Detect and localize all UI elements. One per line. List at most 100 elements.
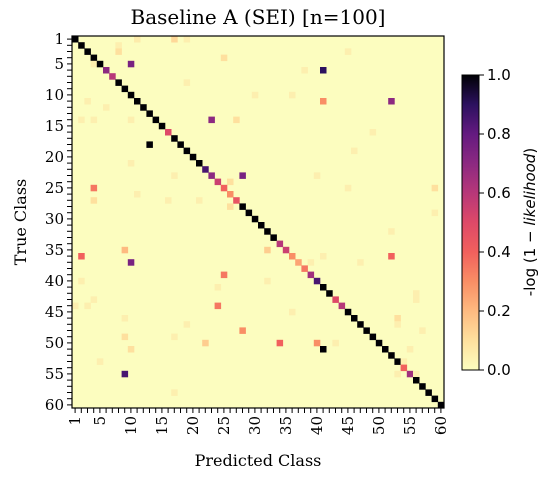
heatmap-cell [171,135,178,142]
heatmap-cell [282,246,290,254]
y-tick-label: 35 [45,241,64,259]
heatmap-cell [289,91,296,99]
heatmap-cell [127,160,135,167]
heatmap-cell [276,339,284,347]
heatmap-cell [437,401,445,409]
heatmap-cell [115,79,122,86]
heatmap-cell [338,302,346,310]
y-tick-label: 5 [54,55,64,73]
y-tick-label: 1 [54,30,64,48]
x-tick-label: 40 [308,416,326,435]
heatmap-cell [152,116,160,124]
heatmap-cell [78,42,85,49]
heatmap-cell [301,67,308,74]
heatmap-cell [388,253,395,260]
colorbar-label: -log (1 − likelihood) [521,148,539,296]
x-tick-label: 30 [246,416,264,435]
heatmap-cell [171,172,178,179]
heatmap-cell [382,346,389,353]
heatmap-cell [413,296,420,303]
heatmap-cell [146,141,153,148]
heatmap-cell [239,203,246,210]
heatmap-cell [103,67,110,74]
plot-frame [71,35,445,409]
heatmap-cell [394,370,401,378]
heatmap-cell [121,315,129,322]
heatmap-cell [127,60,135,68]
heatmap-cell [227,191,234,198]
x-tick-label: 25 [215,416,233,435]
heatmap-cell [375,339,383,347]
heatmap-cell [214,302,222,310]
heatmap-cell [220,184,228,192]
heatmap-cell [134,36,141,43]
heatmap-cell [171,36,178,43]
heatmap-cell [202,166,209,173]
y-axis-label: True Class [11,179,30,266]
x-tick-label: 55 [401,416,419,435]
heatmap-cell [127,346,135,353]
heatmap-cell [276,240,284,248]
heatmap-cell [264,277,271,285]
heatmap-cell [208,116,215,124]
heatmap-cell [220,54,228,62]
heatmap-cell [239,327,246,334]
heatmap-cell [295,259,302,266]
heatmap-cell [351,315,358,322]
heatmap-cell [127,91,135,99]
heatmap-cell [121,333,129,341]
heatmap-cell [388,352,395,359]
heatmap-cell [369,129,377,136]
heatmap-cell [320,98,327,105]
heatmap-cell [394,358,401,365]
heatmap-cell [115,48,122,55]
heatmap-cell [251,91,259,99]
heatmap-cell [320,253,327,260]
heatmap-cell [127,259,135,266]
heatmap-cell [431,184,439,192]
heatmap-cell [233,116,240,124]
heatmap-cell [320,284,327,291]
colorbar-tick-label: 0.8 [487,125,511,143]
heatmap-cell [394,315,401,322]
heatmap-cell [158,122,166,130]
x-tick-label: 35 [277,416,295,435]
x-axis-label: Predicted Class [195,451,322,470]
heatmap-cell [96,60,104,68]
heatmap-cell [90,197,98,204]
x-tick-label: 50 [370,416,388,435]
heatmap-cell [233,197,240,204]
heatmap-cell [344,184,352,192]
heatmap-cell [227,203,234,210]
chart-title: Baseline A (SEI) [n=100] [131,5,386,29]
y-tick-label: 25 [45,179,64,197]
x-axis-ticks: 1 5 10 15 20 25 30 35 40 45 50 55 60 [66,408,450,435]
y-tick-label: 30 [45,210,64,228]
heatmap-cell [413,370,420,378]
colorbar-tick-label: 1.0 [487,66,511,84]
heatmap-cell [332,296,339,303]
heatmap-cell [72,302,79,310]
heatmap-cell [208,172,215,179]
colorbar-tick-label: 0.0 [487,361,511,379]
y-tick-label: 50 [45,334,64,352]
heatmap-cell [419,327,426,334]
x-tick-label: 10 [122,416,140,435]
heatmap-cell [96,358,104,365]
heatmap-cell [84,48,91,55]
heatmap-cell [413,377,420,384]
heatmap-cell [189,153,197,161]
heatmap-cell [165,197,172,204]
y-tick-label: 10 [45,86,64,104]
heatmap-cell [357,259,364,266]
heatmap-cell [165,129,172,136]
y-tick-label: 60 [45,396,64,414]
heatmap-cell [78,116,85,124]
heatmap-cell [78,277,85,285]
y-tick-label: 15 [45,117,64,135]
heatmap-cell [90,184,98,192]
heatmap-cell [220,271,228,279]
heatmap-cell [183,147,191,155]
